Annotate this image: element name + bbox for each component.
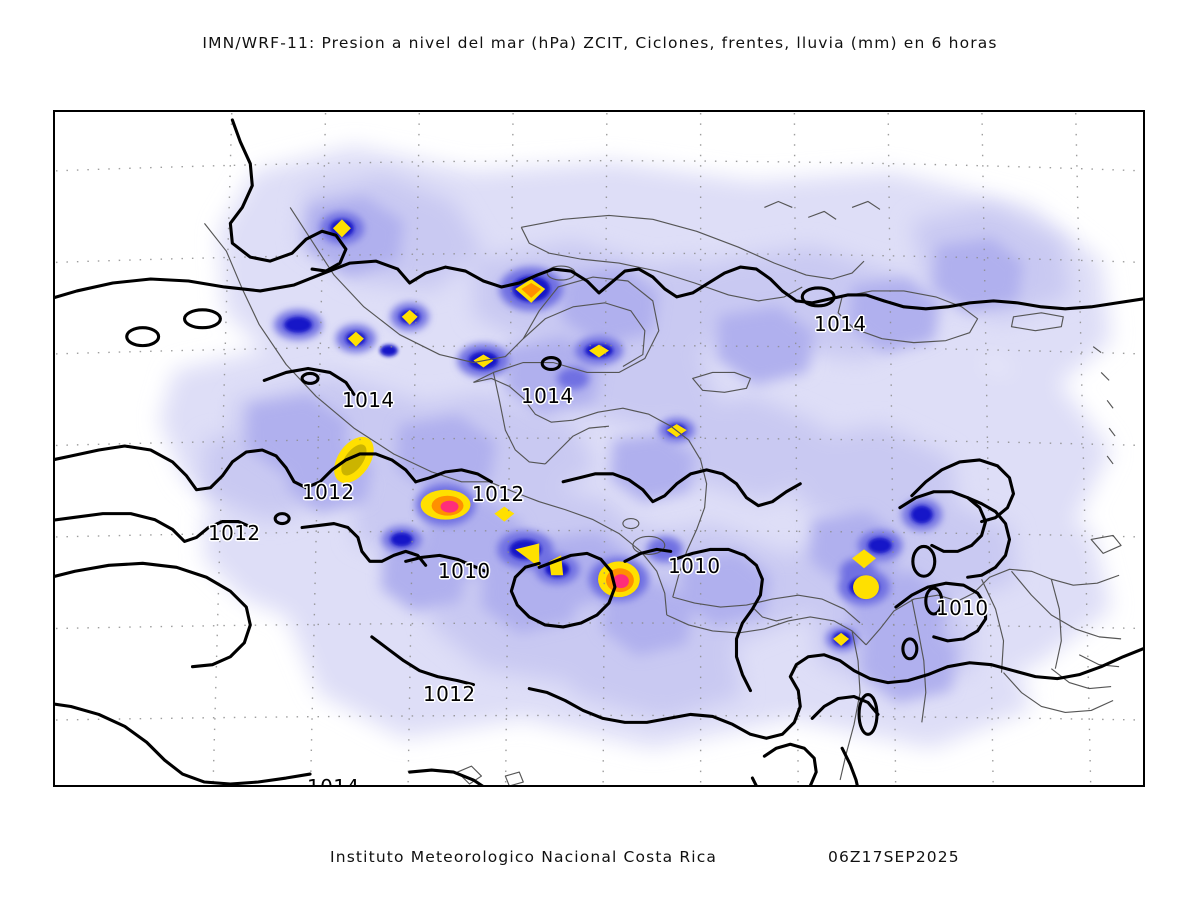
isobar-label: 1014 (342, 388, 395, 412)
isobar-label: 1014 (814, 312, 867, 336)
map-canvas (55, 112, 1143, 785)
isobar-label: 1012 (423, 682, 476, 706)
precip-layer-intense (332, 219, 879, 646)
isobar-label: 1014 (307, 775, 360, 787)
footer-institute: Instituto Meteorologico Nacional Costa R… (330, 848, 718, 866)
isobar-label: 1012 (472, 482, 525, 506)
isobar-label: 1010 (668, 554, 721, 578)
page-title: IMN/WRF-11: Presion a nivel del mar (hPa… (202, 34, 998, 52)
isobar-label: 1012 (208, 521, 261, 545)
footer-valid-time: 06Z17SEP2025 (828, 848, 960, 866)
isobar-label: 1014 (521, 384, 574, 408)
coastlines (204, 200, 1122, 785)
isobar-label: 1010 (438, 559, 491, 583)
isobar-label: 1010 (936, 596, 989, 620)
map-frame: 1014 1014 1014 1012 1012 1012 1010 1010 … (53, 110, 1145, 787)
isobar-label: 1012 (302, 480, 355, 504)
graticule (55, 112, 1143, 785)
isobars (55, 118, 1143, 785)
